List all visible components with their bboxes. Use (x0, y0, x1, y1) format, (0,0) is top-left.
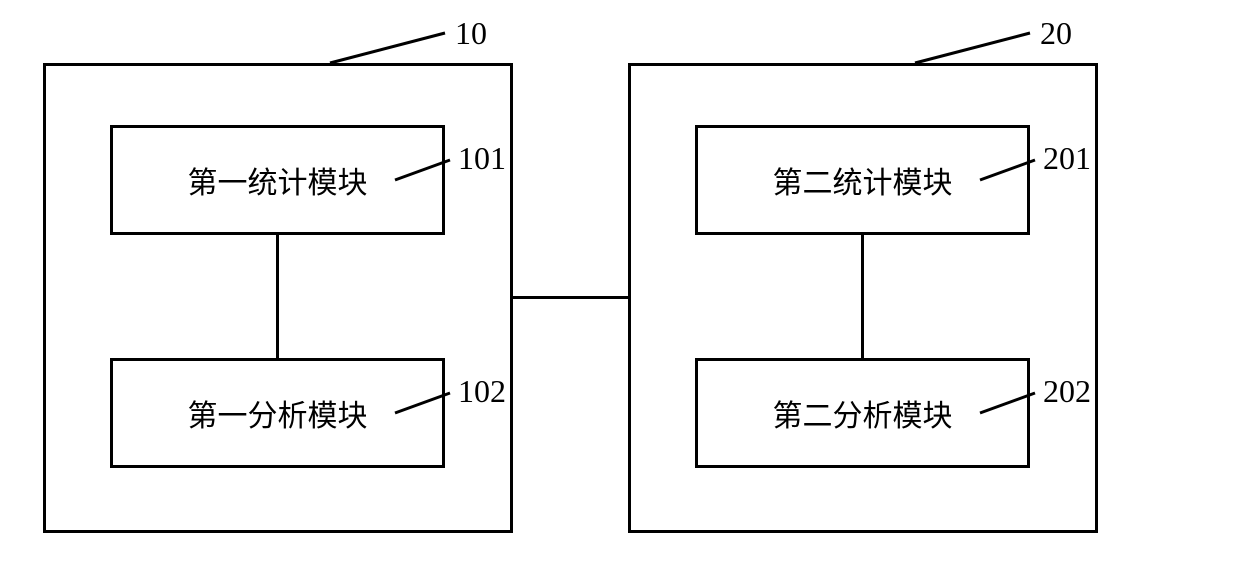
label-101: 101 (458, 140, 506, 177)
module-201: 第二统计模块 (695, 125, 1030, 235)
connector-201-202 (861, 235, 864, 358)
connector-10-20 (513, 296, 628, 299)
module-202: 第二分析模块 (695, 358, 1030, 468)
module-202-text: 第二分析模块 (773, 391, 953, 435)
module-201-text: 第二统计模块 (773, 158, 953, 202)
label-102: 102 (458, 373, 506, 410)
label-20: 20 (1040, 15, 1072, 52)
label-10: 10 (455, 15, 487, 52)
connector-101-102 (276, 235, 279, 358)
module-101: 第一统计模块 (110, 125, 445, 235)
module-102-text: 第一分析模块 (188, 391, 368, 435)
module-101-text: 第一统计模块 (188, 158, 368, 202)
label-202: 202 (1043, 373, 1091, 410)
label-201: 201 (1043, 140, 1091, 177)
module-102: 第一分析模块 (110, 358, 445, 468)
